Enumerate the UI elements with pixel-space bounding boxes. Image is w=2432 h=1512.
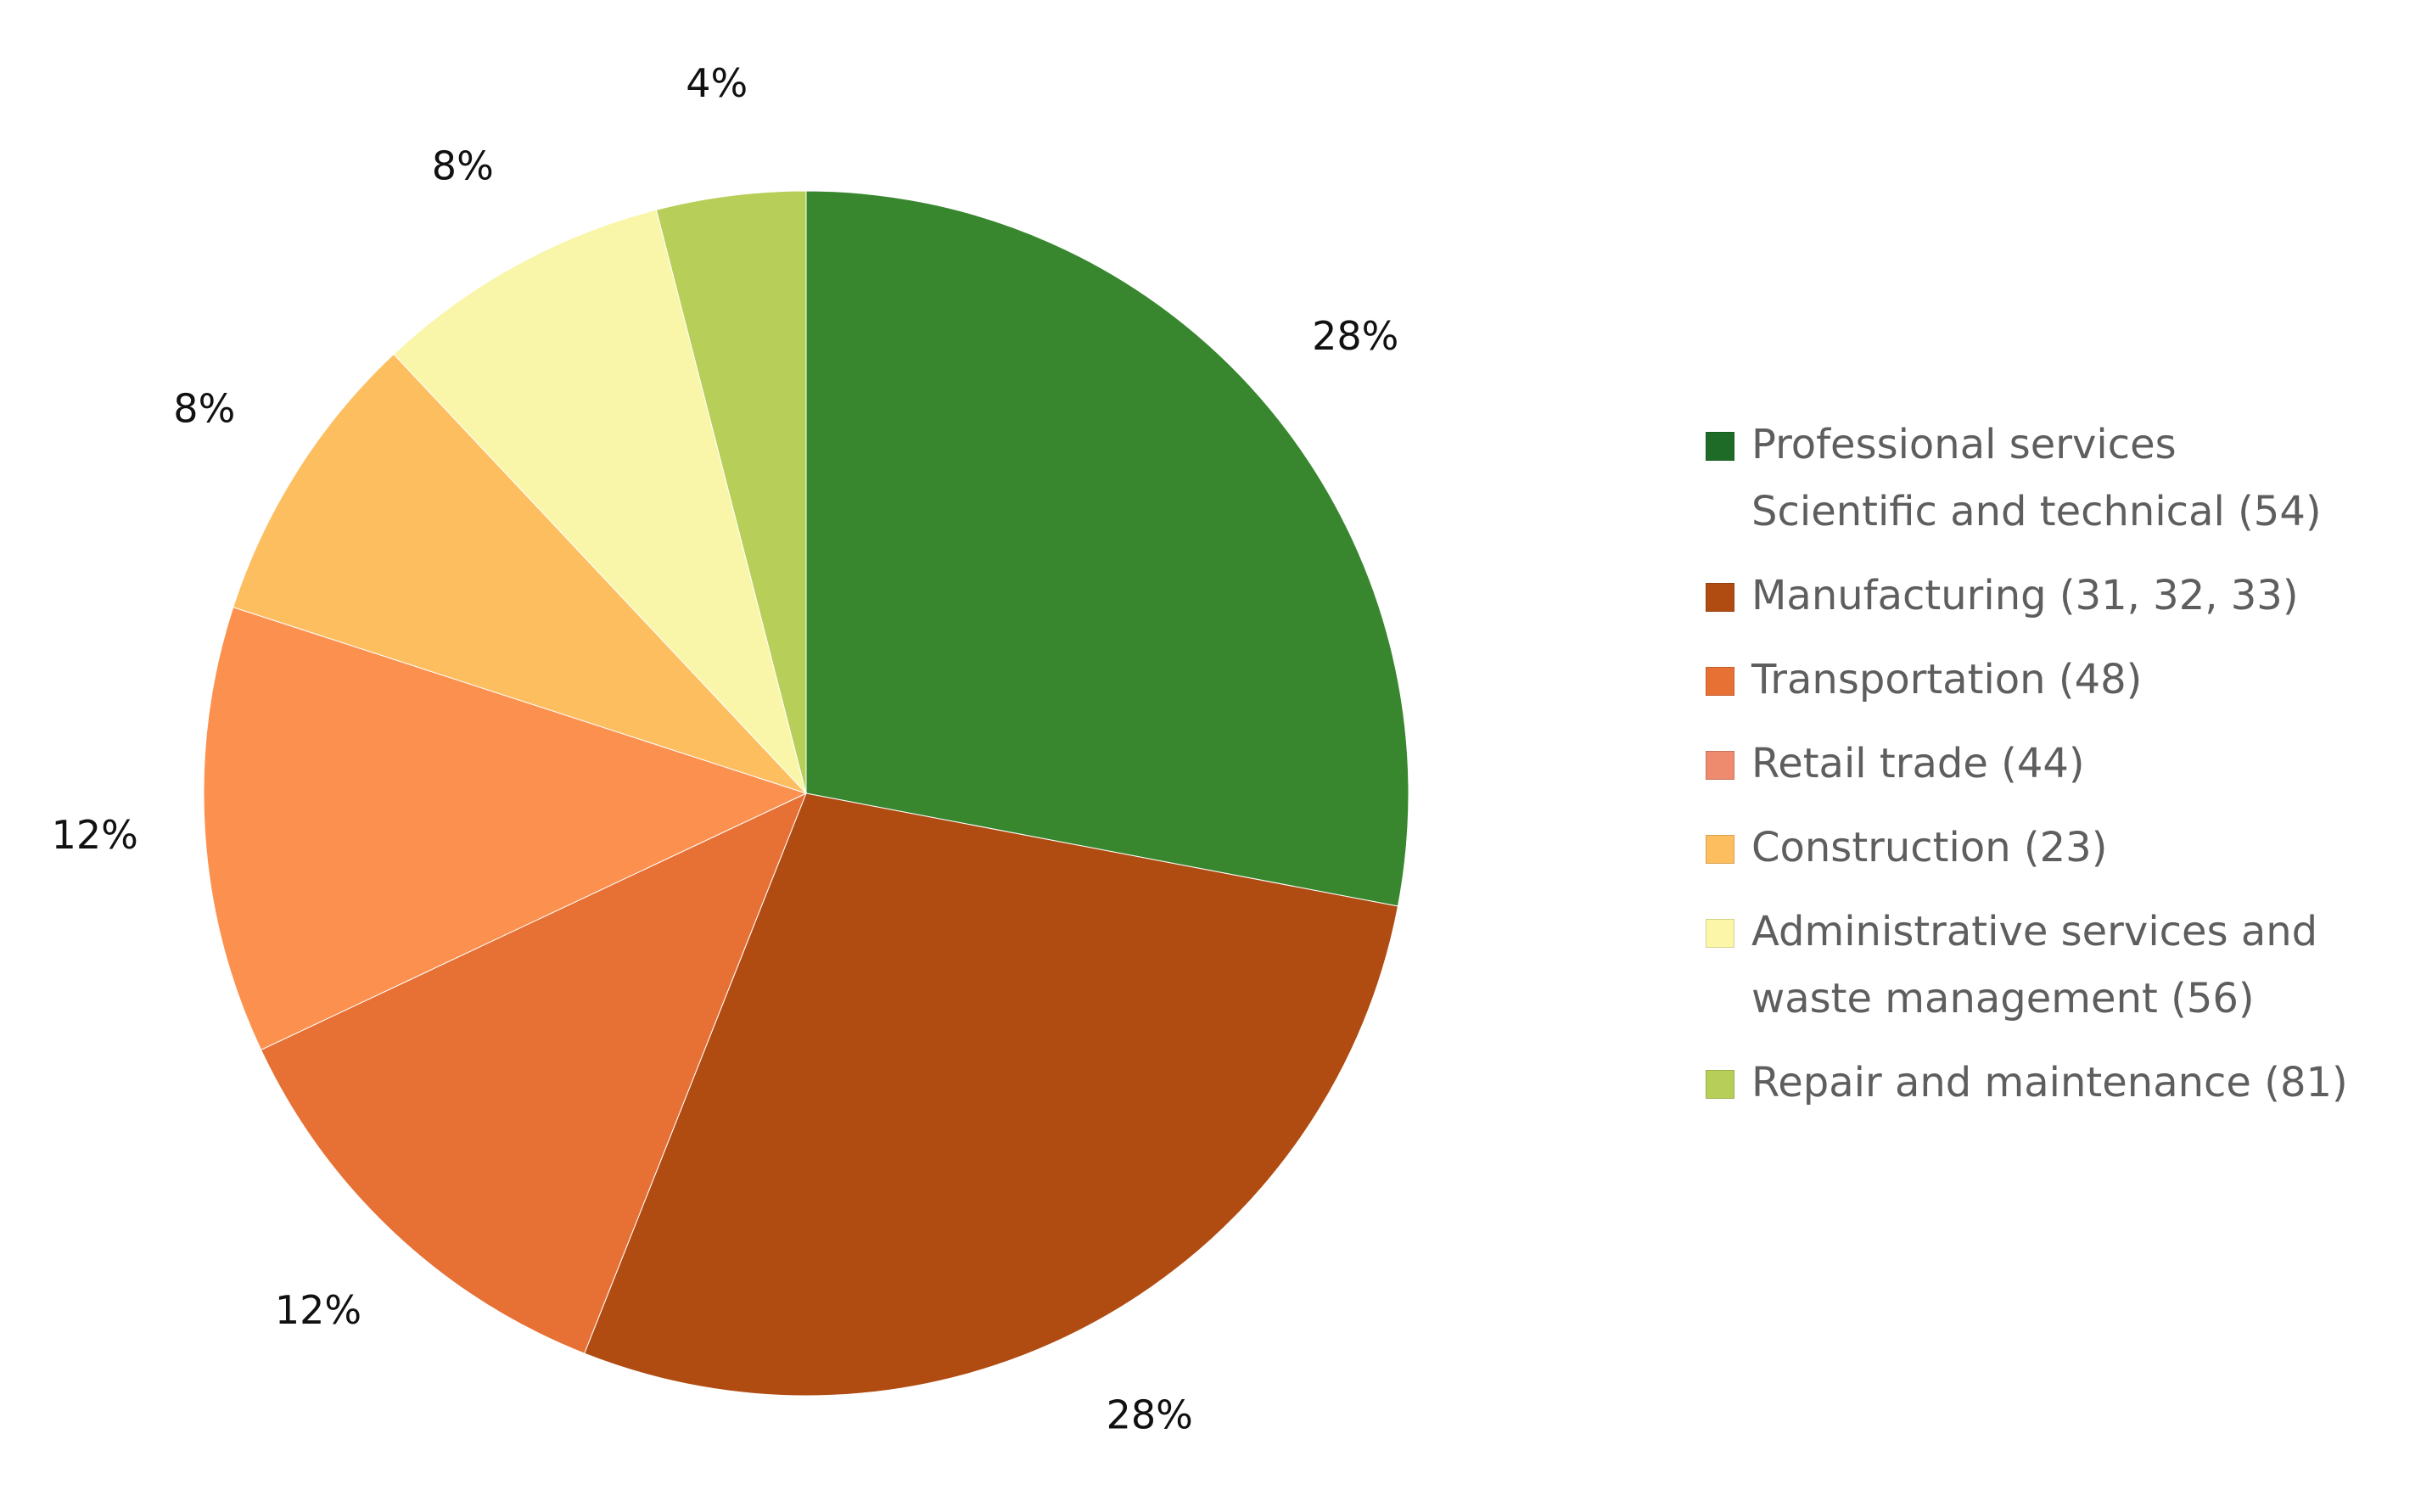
pie-slice-2 xyxy=(260,792,807,1354)
pie-slice-6 xyxy=(655,190,807,794)
legend-swatch-4 xyxy=(1706,835,1734,864)
legend-label-line: Manufacturing (31, 32, 33) xyxy=(1751,572,2299,619)
legend-item-1: Manufacturing (31, 32, 33) xyxy=(1706,563,2427,630)
legend-item-2: Transportation (48) xyxy=(1706,647,2427,714)
pie-percent-labels: 28% 28% 12% 12% 8% 8% 4% xyxy=(52,60,1399,1438)
pie-slice-3 xyxy=(203,606,808,1050)
legend-label-line: Retail trade (44) xyxy=(1751,740,2085,787)
legend-item-6: Repair and maintenance (81) xyxy=(1706,1050,2427,1117)
pie-slice-0 xyxy=(805,190,1409,907)
pie-slice-label-6: 4% xyxy=(686,60,748,106)
legend-item-4: Construction (23) xyxy=(1706,815,2427,882)
pie-slice-5 xyxy=(393,209,807,794)
legend-label-line: Administrative services and xyxy=(1751,908,2318,955)
legend-label-2: Transportation (48) xyxy=(1751,647,2142,714)
legend-swatch-3 xyxy=(1706,751,1734,780)
legend-item-0: Professional services Scientific and tech… xyxy=(1706,412,2427,546)
legend-label-line: Repair and maintenance (81) xyxy=(1751,1059,2348,1106)
legend-label-4: Construction (23) xyxy=(1751,815,2107,882)
legend-label-5: Administrative services and waste managem… xyxy=(1751,899,2317,1033)
pie-slice-label-2: 12% xyxy=(275,1287,361,1333)
legend-label-6: Repair and maintenance (81) xyxy=(1751,1050,2348,1117)
legend-swatch-5 xyxy=(1706,919,1734,948)
legend-swatch-2 xyxy=(1706,667,1734,696)
pie-slices xyxy=(203,190,1409,1397)
legend-label-line: waste management (56) xyxy=(1751,975,2255,1022)
legend-item-3: Retail trade (44) xyxy=(1706,731,2427,798)
legend-label-line: Scientific and technical (54) xyxy=(1751,488,2322,535)
pie-slice-label-5: 8% xyxy=(432,143,494,188)
legend-label-0: Professional services Scientific and tech… xyxy=(1751,412,2322,546)
legend-label-line: Transportation (48) xyxy=(1751,656,2143,703)
pie-slice-label-3: 12% xyxy=(52,812,138,858)
legend-swatch-0 xyxy=(1706,432,1734,461)
legend-label-3: Retail trade (44) xyxy=(1751,731,2085,798)
legend-label-1: Manufacturing (31, 32, 33) xyxy=(1751,563,2299,630)
pie-slice-label-0: 28% xyxy=(1312,313,1398,359)
legend-swatch-6 xyxy=(1706,1070,1734,1099)
legend: Professional services Scientific and tech… xyxy=(1706,412,2427,1134)
pie-slice-1 xyxy=(583,792,1399,1397)
pie-slice-label-1: 28% xyxy=(1107,1392,1193,1438)
legend-label-line: Professional services xyxy=(1751,421,2177,468)
legend-swatch-1 xyxy=(1706,583,1734,612)
pie-slice-label-4: 8% xyxy=(173,385,235,431)
legend-label-line: Construction (23) xyxy=(1751,824,2108,871)
legend-item-5: Administrative services and waste managem… xyxy=(1706,899,2427,1033)
pie-slice-4 xyxy=(233,353,807,794)
